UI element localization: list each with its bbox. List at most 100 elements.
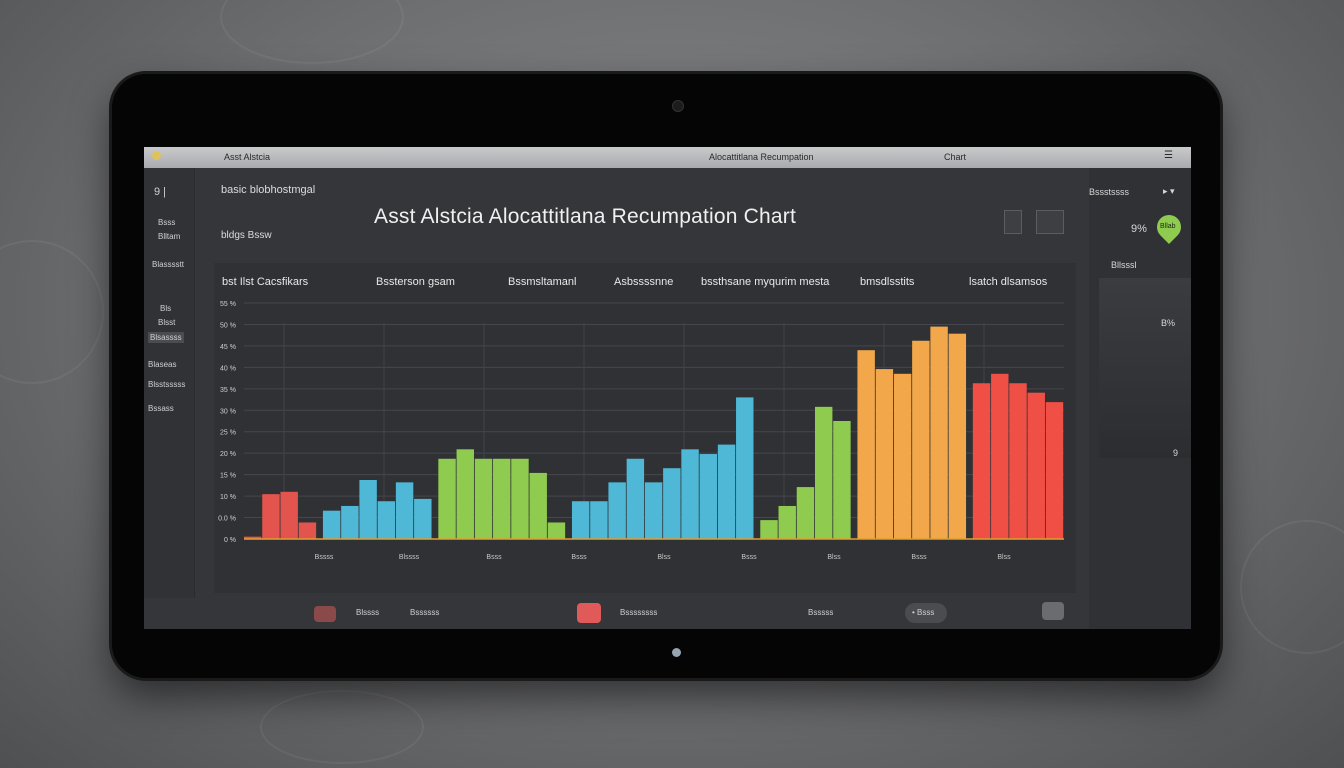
bar[interactable] bbox=[280, 491, 298, 539]
bar[interactable] bbox=[760, 520, 778, 539]
x-tick-label: Blssss bbox=[399, 554, 420, 561]
bar[interactable] bbox=[341, 505, 359, 539]
bar[interactable] bbox=[796, 487, 815, 539]
bar[interactable] bbox=[377, 501, 396, 539]
bar[interactable] bbox=[893, 373, 912, 539]
sidebar-item[interactable]: Bssass bbox=[148, 404, 174, 413]
bar[interactable] bbox=[529, 472, 547, 539]
right-panel-percent: 9% bbox=[1131, 223, 1147, 235]
y-tick-label: 10 % bbox=[220, 494, 236, 501]
sidebar-item[interactable]: Blsst bbox=[158, 318, 176, 327]
footer-label[interactable]: Bsssss bbox=[808, 608, 834, 617]
bar[interactable] bbox=[948, 333, 967, 539]
bar[interactable] bbox=[875, 369, 894, 539]
x-tick-label: Bsss bbox=[911, 554, 927, 561]
topbar-left-label[interactable]: Asst Alstcia bbox=[224, 152, 271, 162]
bar[interactable] bbox=[244, 536, 262, 539]
bar[interactable] bbox=[395, 482, 414, 539]
topbar-right-label[interactable]: Chart bbox=[944, 152, 967, 162]
bar[interactable] bbox=[833, 421, 851, 539]
tablet-screen: Asst Alstcia Alocattitlana Recumpation C… bbox=[144, 147, 1191, 629]
footer-pill-button[interactable] bbox=[905, 603, 947, 623]
sidebar-item[interactable]: Blsassss bbox=[148, 332, 184, 343]
view-toggle-button[interactable] bbox=[1004, 210, 1022, 234]
column-header: bssthsane myqurim mesta bbox=[701, 276, 830, 288]
browser-topbar: Asst Alstcia Alocattitlana Recumpation C… bbox=[144, 147, 1191, 168]
sidebar-item[interactable]: Bls bbox=[160, 304, 172, 313]
bar[interactable] bbox=[699, 454, 718, 539]
y-tick-label: 25 % bbox=[220, 430, 236, 437]
y-tick-label: 45 % bbox=[220, 344, 236, 351]
right-panel-bottom: 9 bbox=[1173, 448, 1179, 458]
bar[interactable] bbox=[359, 480, 377, 539]
sidebar-item[interactable]: Bsss bbox=[158, 218, 176, 227]
filter-label[interactable]: bldgs Bssw bbox=[221, 230, 272, 241]
sidebar: 9 | Bsss Blltam Blasssstt Bls Blsst Blsa… bbox=[144, 168, 195, 629]
x-tick-label: Blss bbox=[827, 554, 841, 561]
column-header: Asbssssnne bbox=[614, 276, 674, 288]
bar[interactable] bbox=[571, 501, 590, 539]
footer-square-button[interactable] bbox=[314, 606, 336, 622]
bar[interactable] bbox=[778, 505, 796, 539]
right-panel: Bssstssss ▸ ▾ 9% Bllab Bllsssl B% 9 bbox=[1089, 168, 1191, 629]
sidebar-item[interactable]: Blasssstt bbox=[152, 260, 185, 269]
background-swirl bbox=[0, 240, 104, 384]
footer-bar: Blssss Bssssss Bssssssss Bsssss • Bsss bbox=[144, 598, 1089, 629]
bar[interactable] bbox=[930, 326, 948, 539]
topbar-menu-icon[interactable]: ☰ bbox=[1164, 150, 1173, 161]
bar[interactable] bbox=[991, 373, 1009, 539]
bar[interactable] bbox=[857, 350, 875, 539]
bar[interactable] bbox=[456, 449, 474, 539]
right-panel-small: B% bbox=[1161, 318, 1176, 328]
footer-label[interactable]: Bssssssss bbox=[620, 608, 658, 617]
bar[interactable] bbox=[1045, 402, 1064, 539]
right-panel-link[interactable]: Bllsssl bbox=[1111, 260, 1137, 270]
bar[interactable] bbox=[644, 482, 663, 539]
record-button[interactable] bbox=[577, 603, 601, 623]
background-swirl bbox=[1240, 520, 1344, 654]
tablet-device: Asst Alstcia Alocattitlana Recumpation C… bbox=[112, 74, 1220, 678]
bar[interactable] bbox=[814, 406, 833, 539]
sidebar-item[interactable]: Blaseas bbox=[148, 360, 177, 369]
topbar-left-icon bbox=[152, 151, 161, 160]
bar[interactable] bbox=[626, 458, 645, 539]
home-indicator[interactable] bbox=[672, 648, 681, 657]
chart-area: bst Ilst Cacsfikars Bssterson gsam Bssms… bbox=[214, 263, 1076, 593]
y-tick-label: 0.0 % bbox=[218, 516, 236, 523]
right-panel-header-icon[interactable]: ▸ ▾ bbox=[1163, 186, 1175, 196]
bar[interactable] bbox=[1027, 392, 1045, 539]
bar[interactable] bbox=[547, 522, 566, 539]
footer-settings-button[interactable] bbox=[1042, 602, 1064, 620]
x-tick-label: Bsss bbox=[571, 554, 587, 561]
bar[interactable] bbox=[736, 397, 754, 539]
right-panel-badge: Bllab bbox=[1160, 223, 1176, 230]
bar[interactable] bbox=[912, 340, 930, 539]
bar[interactable] bbox=[972, 383, 991, 539]
bar[interactable] bbox=[474, 458, 493, 539]
topbar-center-label[interactable]: Alocattitlana Recumpation bbox=[709, 152, 814, 162]
footer-label[interactable]: Bssssss bbox=[410, 608, 440, 617]
sidebar-item[interactable]: Blltam bbox=[158, 232, 181, 241]
bar[interactable] bbox=[1009, 383, 1027, 539]
footer-label[interactable]: Blssss bbox=[356, 608, 380, 617]
bar[interactable] bbox=[511, 458, 529, 539]
y-tick-label: 30 % bbox=[220, 408, 236, 415]
sidebar-item[interactable]: Blsstsssss bbox=[148, 380, 186, 389]
y-tick-label: 40 % bbox=[220, 365, 236, 372]
bar[interactable] bbox=[717, 444, 736, 539]
app-body: 9 | Bsss Blltam Blasssstt Bls Blsst Blsa… bbox=[144, 168, 1191, 629]
footer-pill-label[interactable]: • Bsss bbox=[912, 608, 935, 617]
bar[interactable] bbox=[262, 494, 280, 539]
bar[interactable] bbox=[414, 498, 432, 539]
bar[interactable] bbox=[681, 449, 699, 539]
bar[interactable] bbox=[663, 468, 681, 539]
bar[interactable] bbox=[608, 482, 626, 539]
bar[interactable] bbox=[590, 501, 608, 539]
bar[interactable] bbox=[438, 458, 456, 539]
bar[interactable] bbox=[298, 522, 317, 539]
bar[interactable] bbox=[322, 510, 341, 539]
camera-icon bbox=[672, 100, 684, 112]
bar[interactable] bbox=[493, 458, 511, 539]
y-tick-label: 0 % bbox=[224, 537, 236, 544]
view-toggle-button[interactable] bbox=[1036, 210, 1064, 234]
